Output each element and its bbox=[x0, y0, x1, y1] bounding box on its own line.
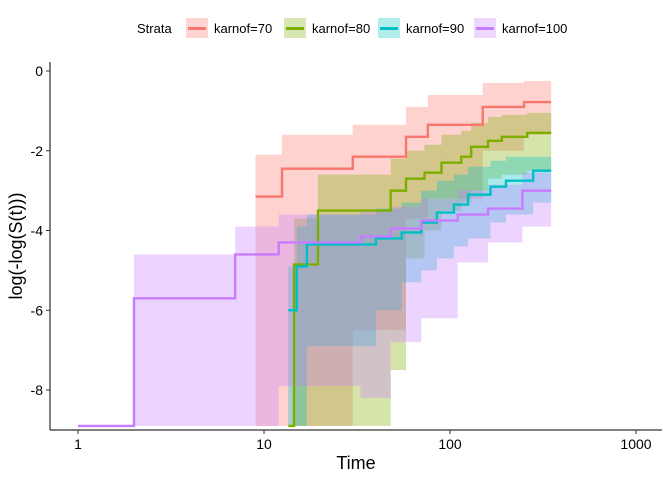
band-karnof-90-1 bbox=[296, 226, 307, 426]
band-karnof-100-6 bbox=[421, 198, 458, 319]
band-karnof-90-8 bbox=[468, 166, 491, 239]
band-karnof-100-2 bbox=[235, 226, 279, 426]
legend-label-karnof-70: karnof=70 bbox=[214, 21, 273, 36]
band-karnof-70-0 bbox=[255, 154, 283, 426]
band-karnof-80-3 bbox=[390, 158, 406, 371]
line-karnof-80 bbox=[288, 131, 552, 428]
survival-lines bbox=[78, 100, 552, 428]
band-karnof-80-10 bbox=[501, 114, 528, 175]
legend-key-karnof-70 bbox=[186, 18, 208, 38]
band-karnof-90-10 bbox=[505, 156, 534, 215]
band-karnof-80-2 bbox=[317, 174, 391, 426]
axes bbox=[49, 62, 662, 431]
band-karnof-100-1 bbox=[133, 254, 236, 426]
legend-label-karnof-80: karnof=80 bbox=[312, 21, 371, 36]
legend: Strata karnof=70 karnof=80 karnof=90 kar… bbox=[0, 18, 672, 40]
band-karnof-70-5 bbox=[482, 82, 525, 151]
y-tick-label--2: -2 bbox=[31, 143, 44, 159]
y-tick-label--4: -4 bbox=[31, 223, 44, 239]
line-karnof-70 bbox=[255, 100, 552, 198]
legend-key-karnof-80 bbox=[284, 18, 306, 38]
legend-label-karnof-90: karnof=90 bbox=[406, 21, 465, 36]
legend-label-karnof-100: karnof=100 bbox=[502, 21, 568, 36]
x-tick-label-1: 1 bbox=[74, 436, 82, 452]
legend-title: Strata bbox=[137, 21, 172, 36]
band-karnof-80-5 bbox=[424, 144, 442, 231]
band-karnof-90-5 bbox=[421, 190, 437, 271]
legend-key-karnof-100 bbox=[474, 18, 496, 38]
legend-key-karnof-90 bbox=[378, 18, 400, 38]
band-karnof-90-4 bbox=[401, 202, 422, 283]
band-karnof-80-9 bbox=[487, 116, 502, 179]
band-karnof-100-5 bbox=[390, 206, 422, 343]
band-karnof-80-11 bbox=[527, 112, 552, 171]
line-karnof-100 bbox=[78, 189, 552, 428]
band-karnof-90-0 bbox=[288, 266, 297, 426]
line-karnof-90 bbox=[288, 169, 552, 312]
band-karnof-80-8 bbox=[471, 122, 488, 191]
band-karnof-100-7 bbox=[457, 190, 488, 263]
x-tick-label-100: 100 bbox=[438, 436, 462, 452]
band-karnof-100-8 bbox=[487, 184, 523, 243]
band-karnof-70-6 bbox=[524, 80, 552, 135]
x-tick-label-1000: 1000 bbox=[620, 436, 651, 452]
band-karnof-80-6 bbox=[441, 134, 462, 211]
y-tick-label-0: 0 bbox=[35, 63, 43, 79]
x-tick-label-10: 10 bbox=[256, 436, 272, 452]
band-karnof-80-7 bbox=[461, 130, 472, 203]
y-axis-title: log(-log(S(t))) bbox=[6, 192, 26, 299]
y-tick-label--6: -6 bbox=[31, 302, 44, 318]
y-tick-label--8: -8 bbox=[31, 382, 44, 398]
band-karnof-70-3 bbox=[405, 106, 428, 219]
axis-ticks: 1 10 100 1000 0 -2 -4 -6 -8 bbox=[31, 63, 652, 452]
band-karnof-90-9 bbox=[490, 160, 506, 223]
band-karnof-90-3 bbox=[375, 208, 402, 311]
band-karnof-80-1 bbox=[294, 218, 318, 426]
confidence-bands bbox=[133, 80, 552, 426]
band-karnof-90-7 bbox=[453, 174, 469, 247]
x-axis-title: Time bbox=[336, 453, 375, 473]
band-karnof-100-3 bbox=[278, 214, 361, 387]
